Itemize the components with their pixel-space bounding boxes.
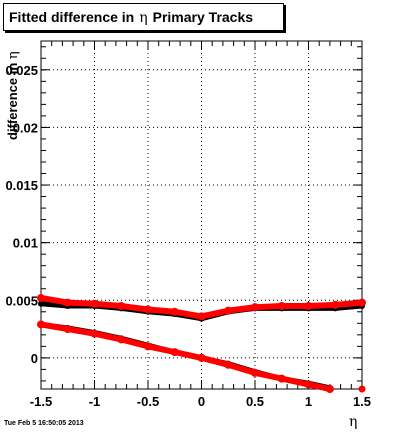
- y-label-symbol: η: [6, 51, 21, 60]
- data-point: [197, 353, 206, 362]
- data-point: [90, 329, 99, 338]
- y-tick-label: 0.005: [5, 293, 38, 308]
- data-point: [170, 307, 179, 316]
- series-band: [38, 321, 333, 392]
- title-prefix: Fitted difference in: [9, 9, 135, 25]
- series-3: [37, 320, 334, 393]
- x-tick-label: 1: [305, 394, 312, 409]
- data-point: [38, 300, 44, 307]
- y-axis-label: difference in η: [5, 51, 21, 140]
- data-point: [251, 303, 259, 312]
- series-1: [37, 293, 366, 321]
- data-point: [304, 302, 313, 311]
- data-point: [277, 302, 286, 311]
- data-point: [63, 325, 72, 334]
- data-point: [358, 298, 366, 307]
- data-point: [277, 374, 286, 383]
- data-point: [63, 298, 72, 307]
- data-point: [331, 300, 340, 309]
- x-tick-label: 1.5: [353, 394, 371, 409]
- y-axis: 0 0.005 0.01 0.015 0.02 0.025: [5, 46, 362, 382]
- data-point: [144, 342, 152, 351]
- data-point: [144, 305, 152, 314]
- data-point: [170, 348, 179, 357]
- y-tick-label: 0.025: [5, 63, 38, 78]
- x-tick-label: 0: [198, 394, 205, 409]
- y-tick-label: 0.015: [5, 178, 38, 193]
- chart-title-box: Fitted difference in η Primary Tracks: [3, 3, 284, 31]
- chart-title: Fitted difference in η Primary Tracks: [9, 9, 253, 26]
- data-point: [224, 306, 233, 315]
- data-point: [37, 320, 45, 329]
- series-layer: [37, 293, 366, 393]
- datestamp: Tue Feb 5 16:50:05 2013: [4, 420, 84, 427]
- data-point: [117, 335, 126, 344]
- y-tick-label: 0: [31, 351, 38, 366]
- data-point: [37, 293, 45, 302]
- title-symbol: η: [139, 10, 148, 26]
- title-suffix: Primary Tracks: [152, 9, 254, 25]
- data-point: [251, 368, 259, 377]
- data-point: [117, 302, 126, 311]
- y-tick-label: 0.01: [13, 236, 38, 251]
- data-point: [197, 312, 206, 321]
- y-tick-label: 0.02: [13, 120, 38, 135]
- x-tick-label: 0.5: [246, 394, 264, 409]
- x-tick-label: -1.5: [30, 394, 52, 409]
- y-label-prefix: difference in: [5, 62, 20, 140]
- data-point: [90, 299, 99, 308]
- x-tick-label: -1: [89, 394, 101, 409]
- x-tick-label: -0.5: [137, 394, 159, 409]
- data-point: [304, 380, 313, 389]
- data-point: [358, 385, 366, 393]
- data-point: [325, 385, 334, 393]
- x-axis-label: η: [349, 414, 358, 430]
- data-point: [224, 360, 233, 369]
